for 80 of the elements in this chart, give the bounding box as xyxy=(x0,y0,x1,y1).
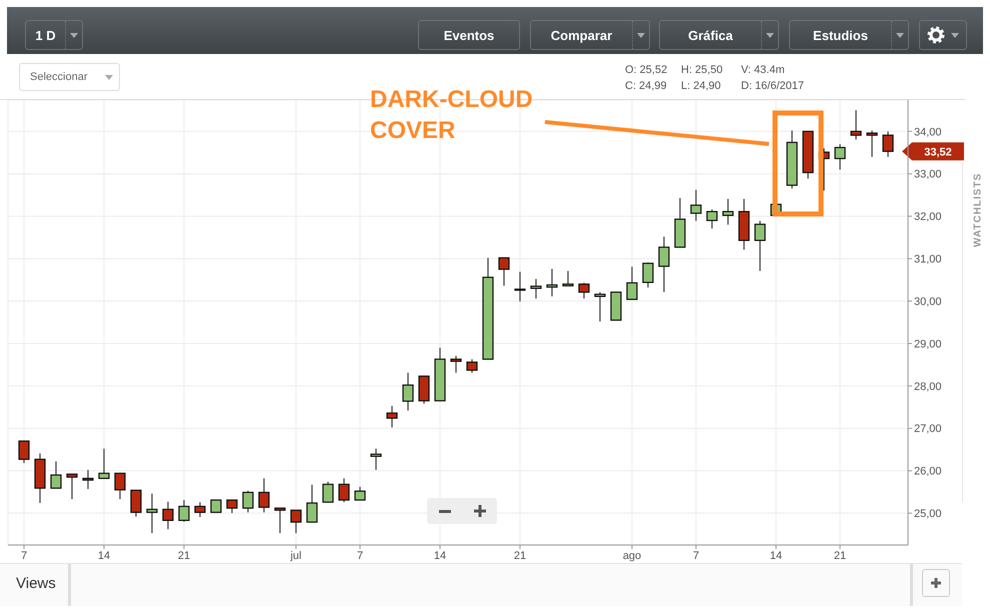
candlestick xyxy=(162,501,174,530)
candlestick xyxy=(706,208,718,230)
candlestick xyxy=(546,268,558,297)
x-tick-label: 7 xyxy=(20,550,28,562)
text: Gráfica xyxy=(687,28,734,42)
candlestick xyxy=(210,499,222,513)
candlestick xyxy=(498,257,510,286)
y-tick-label: 26,00 xyxy=(914,466,942,478)
text: H: 25,50 xyxy=(681,64,723,76)
candlestick xyxy=(754,220,766,272)
candlestick xyxy=(178,500,190,522)
text: Views xyxy=(16,575,56,592)
candlestick xyxy=(290,510,302,534)
candlestick xyxy=(114,472,126,500)
candlestick xyxy=(402,372,414,412)
candlestick xyxy=(530,278,542,300)
candlestick xyxy=(562,270,574,286)
x-tick-label: 7 xyxy=(356,550,364,562)
y-tick-label: 30,00 xyxy=(914,296,942,308)
candlestick xyxy=(578,282,590,300)
y-tick-label: 31,00 xyxy=(914,254,942,266)
candlestick xyxy=(306,484,318,523)
annotation: DARK-CLOUD COVER xyxy=(370,85,534,146)
text: O: 25,52 xyxy=(625,64,668,76)
candlestick xyxy=(594,292,606,322)
text: V: 43.4m xyxy=(741,64,785,76)
candlestick xyxy=(626,266,638,300)
candlestick xyxy=(226,499,238,514)
candlestick xyxy=(338,478,350,503)
x-tick-label: jul xyxy=(289,550,302,562)
candlestick xyxy=(66,474,78,500)
candlestick xyxy=(370,448,382,470)
y-tick-label: 27,00 xyxy=(914,423,942,436)
text: 1 D xyxy=(34,28,57,42)
candlestick xyxy=(274,507,286,534)
x-tick-label: ago xyxy=(622,550,642,562)
candlestick xyxy=(722,198,734,226)
text: Eventos xyxy=(442,28,496,42)
candlestick xyxy=(322,481,334,503)
candlestick xyxy=(98,448,110,479)
candlestick xyxy=(690,189,702,222)
candlestick xyxy=(386,405,398,428)
text: C: 24,99 xyxy=(625,80,667,92)
candlestick xyxy=(194,502,206,518)
candlestick xyxy=(834,144,846,170)
y-tick-label: 29,00 xyxy=(914,338,942,350)
candlestick xyxy=(642,262,654,288)
text: L: 24,90 xyxy=(681,80,721,92)
candlestick xyxy=(450,355,462,374)
candlestick xyxy=(850,110,862,140)
x-tick-label: 14 xyxy=(98,550,110,562)
text: D: 16/6/2017 xyxy=(741,80,804,92)
text: 33,52 xyxy=(924,146,952,158)
candlestick xyxy=(50,460,62,489)
candlestick xyxy=(18,440,30,464)
candlestick xyxy=(354,486,366,501)
y-tick-label: 32,00 xyxy=(914,211,942,224)
candlestick xyxy=(882,130,894,158)
x-tick-label: 7 xyxy=(692,550,700,562)
text: Comparar xyxy=(550,28,614,42)
x-tick-label: 14 xyxy=(434,550,446,562)
candlestick xyxy=(242,490,254,513)
y-tick-label: 34,00 xyxy=(914,126,942,138)
candlestick xyxy=(514,271,526,302)
candlestick xyxy=(146,493,158,534)
text: Estudios xyxy=(812,28,869,42)
x-tick-label: 21 xyxy=(178,550,190,562)
candlestick xyxy=(466,358,478,374)
text: WATCHLISTS xyxy=(972,172,984,248)
candlestick xyxy=(258,478,270,513)
y-tick-label: 28,00 xyxy=(914,380,942,393)
candlestick xyxy=(658,236,670,293)
candlestick xyxy=(130,490,142,518)
candlestick xyxy=(866,130,878,158)
text: Seleccionar xyxy=(19,63,120,91)
y-tick-label: 25,00 xyxy=(914,508,942,520)
x-tick-label: 21 xyxy=(834,550,846,562)
x-tick-label: 14 xyxy=(770,550,782,562)
y-tick-label: 33,00 xyxy=(914,168,942,181)
x-tick-label: 21 xyxy=(514,550,526,562)
